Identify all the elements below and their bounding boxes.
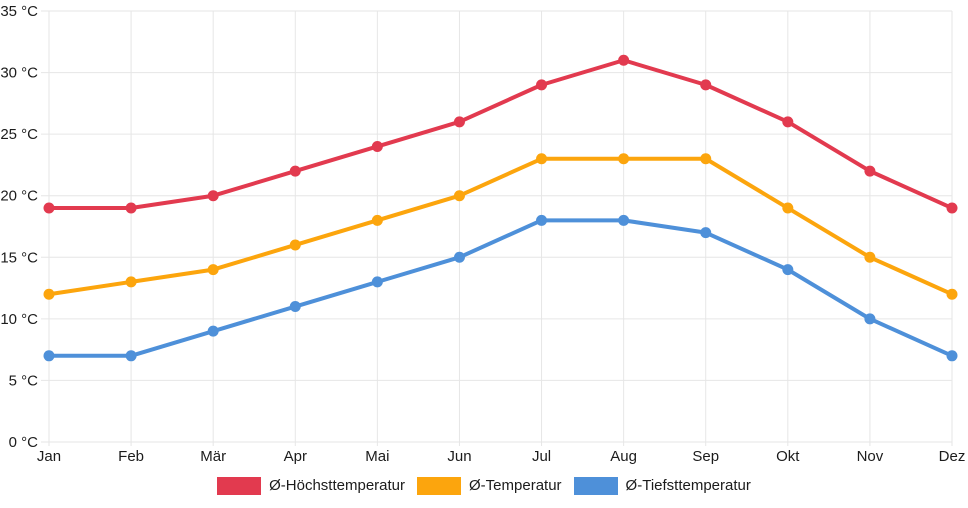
chart-legend: Ø-Höchsttemperatur Ø-Temperatur Ø-Tiefst…: [0, 477, 968, 495]
legend-swatch-temperatur: [417, 477, 462, 495]
data-point: [125, 276, 137, 288]
series-line: [47, 156, 954, 297]
x-axis-month-label: Mär: [200, 448, 226, 465]
x-axis-month-label: Jun: [447, 448, 471, 465]
data-point: [536, 214, 548, 226]
data-point: [289, 301, 301, 313]
data-point: [371, 214, 383, 226]
x-axis-month-label: Jan: [37, 448, 61, 465]
data-point: [43, 350, 55, 362]
data-point: [453, 251, 465, 263]
data-point: [371, 276, 383, 288]
data-point: [782, 264, 794, 276]
legend-label-hoechsttemperatur: Ø-Höchsttemperatur: [269, 477, 406, 494]
data-point: [207, 264, 219, 276]
legend-swatch-tiefsttemperatur: [573, 477, 618, 495]
y-axis-tick-label: 15 °C: [0, 249, 38, 266]
data-point: [289, 239, 301, 251]
y-axis-tick-label: 20 °C: [0, 188, 38, 205]
data-point: [207, 190, 219, 202]
y-axis-tick-label: 10 °C: [0, 311, 38, 328]
y-axis-tick-label: 0 °C: [9, 434, 39, 451]
data-point: [536, 153, 548, 165]
data-point: [453, 116, 465, 128]
y-axis-tick-label: 25 °C: [0, 126, 38, 143]
data-point: [782, 202, 794, 214]
legend-item-temperatur[interactable]: Ø-Temperatur: [417, 477, 562, 495]
x-axis-month-label: Nov: [857, 448, 884, 465]
data-point: [125, 202, 137, 214]
data-point: [618, 54, 630, 66]
x-axis-month-label: Dez: [939, 448, 966, 465]
data-point: [864, 251, 876, 263]
data-point: [43, 288, 55, 300]
data-point: [946, 288, 958, 300]
legend-label-tiefsttemperatur: Ø-Tiefsttemperatur: [625, 477, 751, 494]
data-point: [864, 313, 876, 325]
data-point: [371, 140, 383, 152]
y-axis-tick-label: 30 °C: [0, 65, 38, 82]
series-line: [47, 58, 954, 211]
data-point: [700, 79, 712, 91]
x-axis-month-label: Aug: [610, 448, 637, 465]
chart-canvas: Jan Feb Mär Apr Mai Jun Jul Aug Sep Okt Nov Dez 35 °…: [0, 3, 966, 465]
legend-item-hoechsttemperatur[interactable]: Ø-Höchsttemperatur: [217, 477, 405, 495]
y-axis-tick-label: 35 °C: [0, 3, 38, 20]
data-point: [946, 202, 958, 214]
data-point: [125, 350, 137, 362]
data-point: [536, 79, 548, 91]
data-point: [700, 153, 712, 165]
data-point: [453, 190, 465, 202]
data-point: [864, 165, 876, 177]
data-point: [43, 202, 55, 214]
x-axis-month-label: Okt: [776, 448, 800, 465]
series-line: [47, 218, 954, 358]
legend-label-temperatur: Ø-Temperatur: [469, 477, 562, 494]
x-axis-month-label: Feb: [118, 448, 144, 465]
data-point: [700, 227, 712, 239]
data-point: [782, 116, 794, 128]
x-axis-month-label: Mai: [365, 448, 389, 465]
data-point: [207, 325, 219, 337]
legend-swatch-hoechsttemperatur: [217, 477, 262, 495]
data-point: [618, 214, 630, 226]
legend-item-tiefsttemperatur[interactable]: Ø-Tiefsttemperatur: [573, 477, 751, 495]
x-axis-month-label: Apr: [284, 448, 307, 465]
x-axis-month-label: Sep: [692, 448, 719, 465]
y-axis-tick-label: 5 °C: [9, 372, 39, 389]
data-point: [289, 165, 301, 177]
x-axis-month-label: Jul: [532, 448, 551, 465]
data-point: [946, 350, 958, 362]
data-point: [618, 153, 630, 165]
